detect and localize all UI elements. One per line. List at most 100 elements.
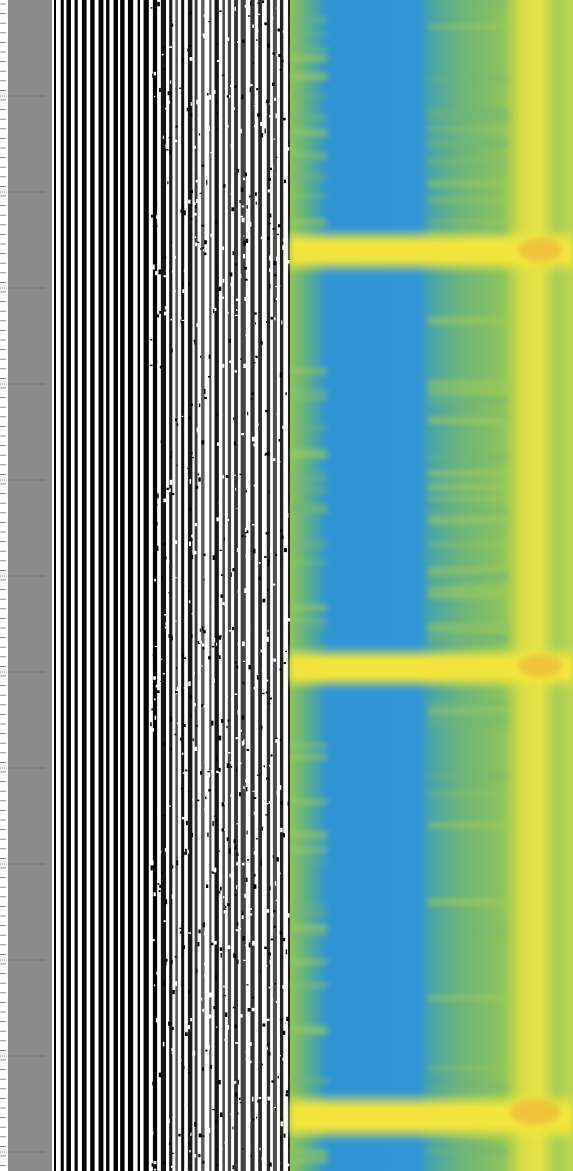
noise: [226, 837, 229, 841]
noise: [285, 949, 288, 955]
noise: [216, 265, 218, 267]
noise: [257, 1100, 260, 1103]
noise: [267, 563, 270, 566]
noise: [245, 490, 247, 493]
noise: [218, 635, 222, 640]
noise: [150, 639, 153, 641]
noise: [180, 737, 183, 741]
stripe: [181, 0, 185, 1171]
noise: [239, 792, 242, 797]
noise: [171, 865, 174, 869]
noise: [168, 1021, 171, 1026]
noise: [157, 808, 160, 813]
noise: [226, 124, 229, 128]
noise: [277, 1162, 281, 1164]
noise: [163, 920, 166, 923]
noise: [178, 951, 180, 956]
noise: [201, 626, 204, 632]
noise: [237, 1079, 239, 1085]
noise: [273, 925, 276, 928]
noise: [198, 403, 201, 408]
noise: [184, 928, 186, 930]
noise: [202, 647, 205, 650]
noise: [238, 1089, 240, 1091]
noise: [150, 865, 153, 871]
noise: [176, 464, 178, 466]
gray-strip: [8, 0, 52, 1171]
noise: [192, 738, 194, 742]
noise: [205, 461, 208, 464]
noise: [217, 288, 221, 291]
noise: [247, 1008, 251, 1012]
tick-group: [0, 3, 46, 1166]
noise: [183, 269, 187, 273]
noise: [166, 563, 170, 566]
noise: [168, 137, 171, 139]
noise: [155, 224, 158, 227]
noise: [154, 550, 157, 552]
noise: [242, 1148, 244, 1150]
noise: [208, 94, 212, 100]
streak: [292, 984, 328, 987]
noise: [229, 873, 231, 878]
noise: [268, 491, 270, 494]
noise: [203, 388, 206, 394]
noise: [213, 637, 216, 643]
noise: [236, 922, 239, 926]
noise: [256, 423, 259, 426]
hot-spot: [518, 655, 562, 677]
stripe: [120, 0, 125, 1171]
noise: [169, 479, 173, 485]
noise: [198, 133, 201, 136]
noise: [170, 318, 173, 321]
noise: [191, 613, 195, 615]
noise: [177, 790, 180, 794]
noise: [203, 14, 206, 18]
stripe: [201, 0, 205, 1171]
noise: [155, 1018, 158, 1023]
streak: [428, 793, 508, 796]
stripe: [175, 0, 178, 1171]
noise: [266, 1043, 270, 1046]
noise: [207, 772, 211, 778]
streak: [292, 754, 328, 760]
noise: [267, 451, 270, 457]
noise: [188, 1072, 190, 1074]
noise: [174, 256, 177, 259]
streak: [428, 522, 508, 525]
streak: [292, 847, 328, 853]
noise: [206, 99, 209, 103]
noise: [282, 833, 285, 838]
stripe: [98, 0, 104, 1171]
noise: [166, 487, 170, 491]
streak: [428, 160, 508, 164]
noise: [220, 953, 222, 958]
noise: [268, 1162, 272, 1167]
noise: [253, 851, 256, 855]
noise: [266, 1018, 270, 1022]
noise: [174, 540, 178, 545]
noise: [265, 691, 268, 694]
noise: [155, 684, 158, 688]
noise: [282, 425, 284, 429]
noise: [277, 244, 279, 248]
noise: [233, 107, 235, 110]
stripe: [143, 0, 149, 1171]
noise: [168, 592, 170, 594]
streak: [428, 415, 508, 419]
noise: [265, 409, 268, 413]
noise: [153, 538, 156, 543]
noise: [193, 550, 197, 555]
noise: [216, 111, 218, 115]
noise: [243, 959, 246, 961]
noise: [234, 85, 237, 88]
noise: [190, 1164, 192, 1167]
streak: [292, 55, 328, 62]
stripe: [127, 0, 134, 1171]
noise: [286, 512, 289, 518]
noise: [278, 785, 282, 790]
noise: [211, 720, 214, 726]
streak: [428, 625, 508, 631]
noise: [162, 980, 165, 986]
noise: [277, 1075, 279, 1079]
